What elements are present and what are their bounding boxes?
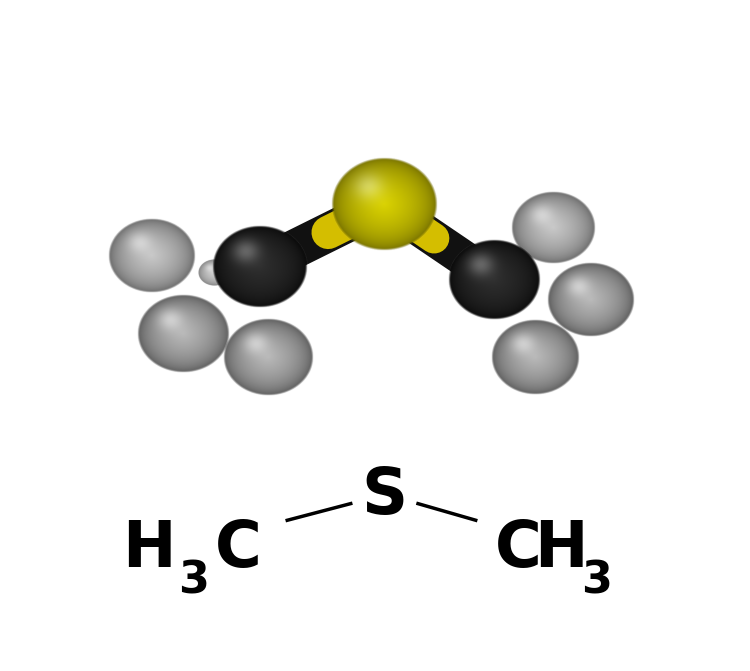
Text: 3: 3 bbox=[178, 560, 209, 603]
Text: H: H bbox=[122, 517, 175, 580]
Text: C: C bbox=[495, 517, 542, 580]
Text: H: H bbox=[534, 517, 588, 580]
Text: S: S bbox=[362, 466, 407, 527]
Text: 3: 3 bbox=[580, 560, 612, 603]
Text: C: C bbox=[214, 517, 262, 580]
